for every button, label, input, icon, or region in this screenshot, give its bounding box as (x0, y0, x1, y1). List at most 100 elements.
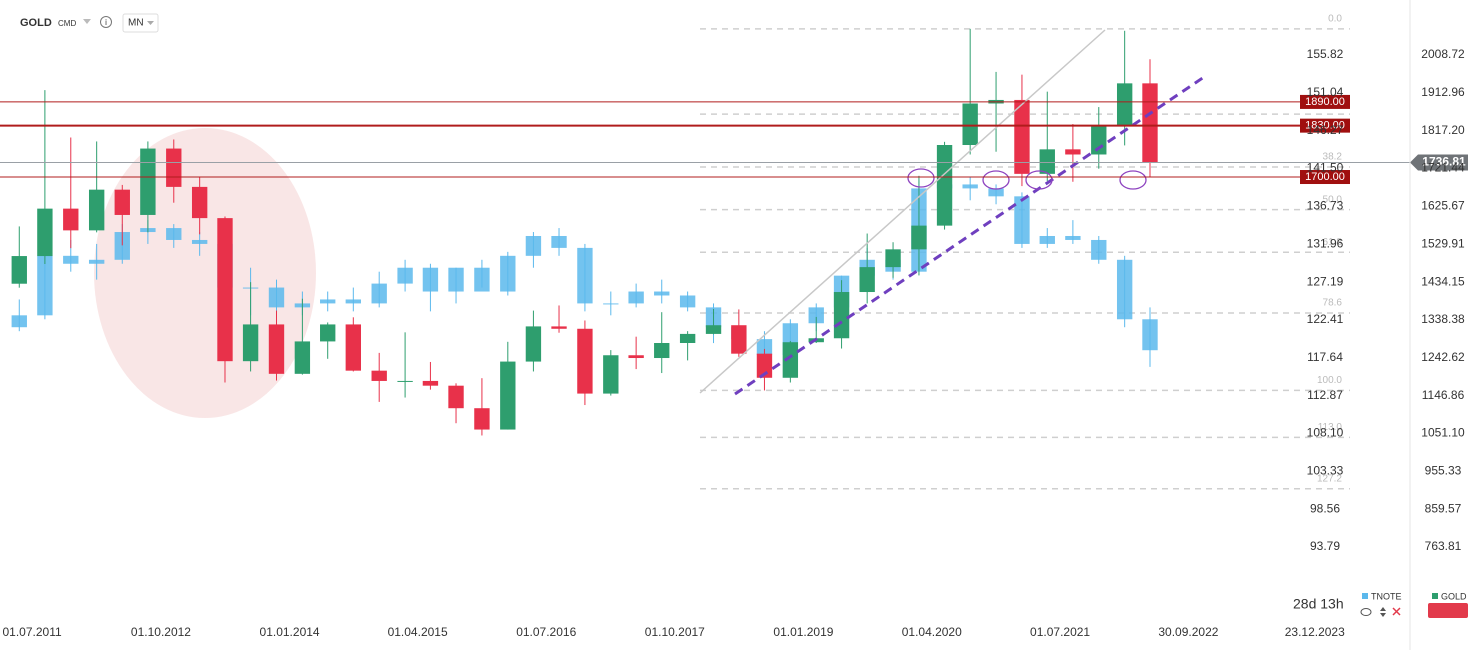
legend-label: GOLD (1441, 591, 1467, 601)
y2-tick-label: 2008.72 (1421, 47, 1465, 61)
candle-body (191, 239, 208, 244)
candle-body (525, 326, 542, 362)
y2-tick-label: 1146.86 (1422, 388, 1465, 402)
candle-body (320, 324, 336, 342)
candle-body (422, 267, 439, 292)
y-tick-label: 98.56 (1310, 501, 1340, 515)
candle-body (1116, 259, 1133, 320)
y-tick-label: 127.19 (1307, 274, 1344, 288)
candle-body (603, 303, 619, 305)
candle-body (37, 208, 53, 257)
candle-body (88, 259, 105, 264)
x-tick-label: 01.04.2015 (388, 625, 448, 639)
candle-body (628, 355, 644, 359)
dropdown-arrow[interactable] (83, 19, 91, 24)
y2-tick-label: 1817.20 (1421, 123, 1465, 137)
trend-line (699, 29, 1106, 394)
y2-tick-label: 1912.96 (1421, 85, 1465, 99)
highlight-zone (94, 128, 316, 418)
candle-body (114, 232, 130, 260)
candle-body (577, 247, 593, 304)
y2-tick-label: 763.81 (1425, 539, 1462, 553)
candle-body (11, 315, 27, 328)
candle-body (1091, 126, 1107, 155)
y-tick-label: 103.33 (1307, 464, 1344, 478)
candle-body (500, 255, 516, 292)
candle-body (371, 370, 387, 381)
x-tick-label: 01.07.2011 (2, 625, 61, 639)
candle-body (654, 343, 670, 359)
candle-body (294, 341, 311, 374)
candle-body (422, 380, 439, 386)
fib-label: 50.0 (1323, 194, 1343, 205)
candle-body (885, 249, 901, 268)
candle-body (628, 291, 644, 304)
candle-body (397, 380, 413, 382)
eye-icon[interactable] (1360, 608, 1372, 616)
y-tick-label: 112.87 (1307, 388, 1343, 402)
candle-body (936, 145, 953, 226)
x-tick-label: 01.01.2019 (773, 625, 833, 639)
candle-body (1014, 196, 1030, 244)
candle-body (551, 326, 567, 329)
y2-tick-label: 1721.44 (1421, 161, 1465, 175)
order-icon[interactable] (1380, 607, 1386, 617)
touch-ellipse (907, 168, 935, 188)
fib-label: 78.6 (1323, 298, 1343, 309)
candle-body (371, 283, 387, 304)
legend-swatch (1362, 593, 1368, 599)
candle-body (63, 255, 79, 264)
countdown: 28d 13h (1293, 596, 1344, 612)
candle-body (114, 189, 130, 215)
price-level-label: 1890.00 (1305, 96, 1345, 108)
interval-arrow (147, 21, 154, 25)
y-tick-label: 93.79 (1310, 539, 1340, 553)
candle-body (962, 103, 978, 146)
candle-body (756, 353, 773, 378)
candle-body (320, 299, 336, 304)
candle-body (988, 188, 1004, 197)
price-level-tag (1300, 94, 1350, 109)
symbol[interactable]: GOLD (20, 17, 52, 29)
candle-body (1091, 239, 1107, 260)
marked-touches (907, 168, 1147, 190)
fib-label: 61.8 (1323, 237, 1343, 248)
y-tick-label: 141.50 (1307, 161, 1344, 175)
candle-body (166, 228, 182, 240)
candle-body (679, 295, 696, 308)
x-tick-label: 01.04.2020 (902, 625, 962, 639)
candle-body (731, 325, 747, 354)
candle-body (37, 255, 53, 316)
legend-label: TNOTE (1371, 591, 1402, 601)
candle-body (756, 339, 773, 355)
x-tick-label: 01.10.2012 (131, 625, 191, 639)
x-tick-label: 01.07.2021 (1030, 625, 1090, 639)
interval: MN (128, 18, 144, 29)
fib-label: 38.2 (1323, 152, 1343, 163)
candle-body (1142, 319, 1158, 351)
y2-tick-label: 859.57 (1425, 501, 1462, 515)
fib-label: 0.0 (1328, 13, 1342, 24)
candle-body (242, 324, 259, 362)
candle-body (525, 235, 542, 256)
candle-body (1039, 149, 1055, 174)
fib-label: 100.0 (1317, 375, 1342, 386)
candle-body (833, 292, 850, 339)
remove-icon[interactable] (1392, 607, 1401, 616)
price-level-label: 1700.00 (1305, 171, 1345, 183)
y2-tick-label: 1529.91 (1421, 236, 1465, 250)
x-tick-label: 01.07.2016 (516, 625, 576, 639)
interval-box[interactable] (122, 13, 159, 33)
candle-body (1065, 235, 1081, 240)
candle-body (474, 267, 490, 292)
candle-body (397, 267, 413, 284)
market: CMD (58, 19, 76, 28)
candle-body (345, 299, 361, 304)
y2-tick-label: 1434.15 (1421, 274, 1465, 288)
info-icon[interactable] (100, 16, 112, 28)
touch-ellipse (1025, 170, 1053, 190)
legend-swatch (1432, 593, 1438, 599)
fib-label: 113.0 (1318, 422, 1343, 433)
chart-type-button[interactable] (1428, 603, 1468, 618)
candle-body (654, 291, 670, 296)
